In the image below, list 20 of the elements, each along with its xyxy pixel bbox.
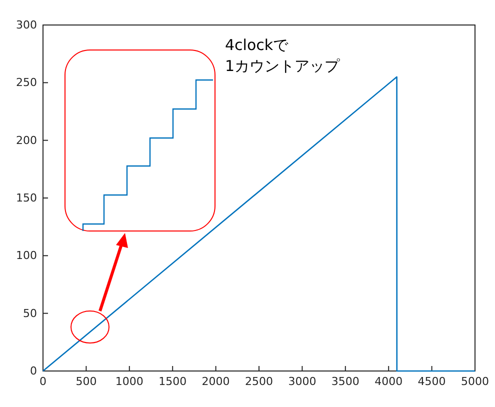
annotation: 4clockで xyxy=(225,36,290,54)
y-tick-label: 200 xyxy=(16,134,37,147)
x-tick-label: 5000 xyxy=(461,374,489,388)
x-tick-label: 4500 xyxy=(418,374,446,388)
y-tick-label: 250 xyxy=(16,76,37,90)
x-tick-label: 1000 xyxy=(115,374,144,388)
x-tick-label: 3000 xyxy=(288,374,316,388)
x-tick-label: 2000 xyxy=(202,374,230,388)
annotation: 1カウントアップ xyxy=(225,57,341,75)
x-tick-label: 1500 xyxy=(158,374,187,388)
x-tick-label: 0 xyxy=(40,374,46,388)
x-tick-label: 3500 xyxy=(331,374,360,388)
y-tick-label: 300 xyxy=(16,18,37,32)
x-tick-label: 4000 xyxy=(374,374,403,388)
x-tick-label: 2500 xyxy=(245,374,273,388)
x-tick-label: 500 xyxy=(76,374,97,388)
y-tick-label: 50 xyxy=(23,306,37,320)
y-tick-label: 100 xyxy=(16,249,37,262)
y-tick-label: 150 xyxy=(16,192,37,205)
y-tick-label: 0 xyxy=(30,364,37,378)
